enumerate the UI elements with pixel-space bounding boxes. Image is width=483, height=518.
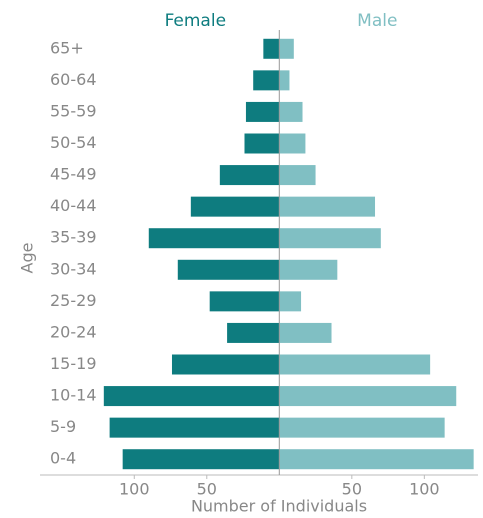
bar [279,449,474,470]
bar [279,38,294,59]
bar [190,196,280,217]
bar [279,259,338,280]
bar [279,133,306,154]
bar [279,322,332,343]
bar [103,386,280,407]
x-tick-label: 50 [197,480,217,499]
bar [245,101,280,122]
bar [279,196,376,217]
bar [109,417,280,438]
y-tick-label: 0-4 [50,449,76,468]
series-header: Male [357,11,397,31]
bar [209,291,280,312]
bar [279,417,445,438]
bar [244,133,280,154]
x-axis-label: Number of Individuals [191,497,367,515]
y-tick-label: 65+ [50,38,84,57]
y-tick-label: 20-24 [50,322,97,341]
bar [279,165,316,186]
bar [279,386,457,407]
bar [263,38,280,59]
y-tick-label: 60-64 [50,70,97,89]
y-axis-label: Age [18,243,37,274]
x-tick-label: 50 [342,480,362,499]
x-tick-label: 100 [119,480,150,499]
y-tick-label: 35-39 [50,228,97,247]
bar [219,165,280,186]
y-tick-label: 50-54 [50,133,97,152]
bar [253,70,280,91]
bar [227,322,280,343]
y-tick-label: 25-29 [50,291,97,310]
bar [148,228,280,249]
bar [279,354,431,375]
y-tick-label: 10-14 [50,386,97,405]
bar [279,70,290,91]
bar [171,354,280,375]
bar [122,449,280,470]
bar [279,228,381,249]
series-header: Female [165,11,226,31]
y-tick-label: 45-49 [50,165,97,184]
y-tick-label: 40-44 [50,196,97,215]
y-tick-label: 15-19 [50,354,97,373]
bar [279,101,303,122]
y-tick-label: 55-59 [50,101,97,120]
y-tick-label: 30-34 [50,259,97,278]
x-tick-label: 100 [409,480,440,499]
bar [279,291,302,312]
y-tick-label: 5-9 [50,417,76,436]
bar [177,259,280,280]
